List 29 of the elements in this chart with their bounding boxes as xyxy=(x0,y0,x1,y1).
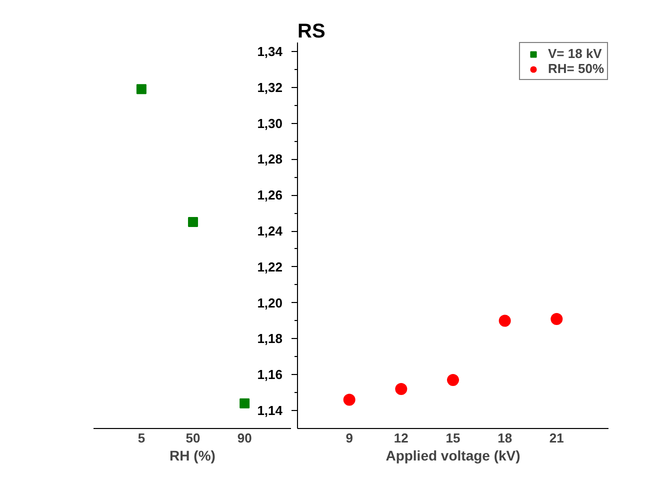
x-tick-label: 90 xyxy=(237,430,252,446)
y-tick-label: 1,18 xyxy=(257,331,283,346)
y-tick-label: 1,26 xyxy=(257,188,283,203)
legend-label: V= 18 kV xyxy=(548,46,602,61)
point xyxy=(498,314,511,327)
x-tick-label: 5 xyxy=(138,430,146,446)
y-tick-label: 1,22 xyxy=(257,259,283,274)
point xyxy=(550,312,563,325)
y-tick-label: 1,24 xyxy=(257,224,284,239)
y-tick-label: 1,14 xyxy=(257,403,284,418)
x-axis-title: RH (%) xyxy=(170,448,216,464)
chart-title: RS xyxy=(298,20,326,42)
y-tick-label: 1,32 xyxy=(257,80,283,95)
x-axis-title: Applied voltage (kV) xyxy=(386,448,520,464)
legend-label: RH= 50% xyxy=(548,61,604,76)
y-tick-label: 1,16 xyxy=(257,367,283,382)
y-tick-label: 1,20 xyxy=(257,295,283,310)
x-tick-label: 18 xyxy=(498,430,512,446)
x-tick-label: 9 xyxy=(346,430,353,446)
x-tick-label: 12 xyxy=(394,430,408,446)
point xyxy=(395,383,408,395)
x-tick-label: 15 xyxy=(446,430,460,446)
y-tick-label: 1,30 xyxy=(257,116,283,131)
y-tick-label: 1,28 xyxy=(257,152,283,167)
point xyxy=(447,374,459,386)
x-tick-label: 50 xyxy=(186,430,200,446)
point xyxy=(343,394,356,406)
x-tick-label: 21 xyxy=(549,430,564,446)
y-tick-label: 1,34 xyxy=(257,44,284,59)
